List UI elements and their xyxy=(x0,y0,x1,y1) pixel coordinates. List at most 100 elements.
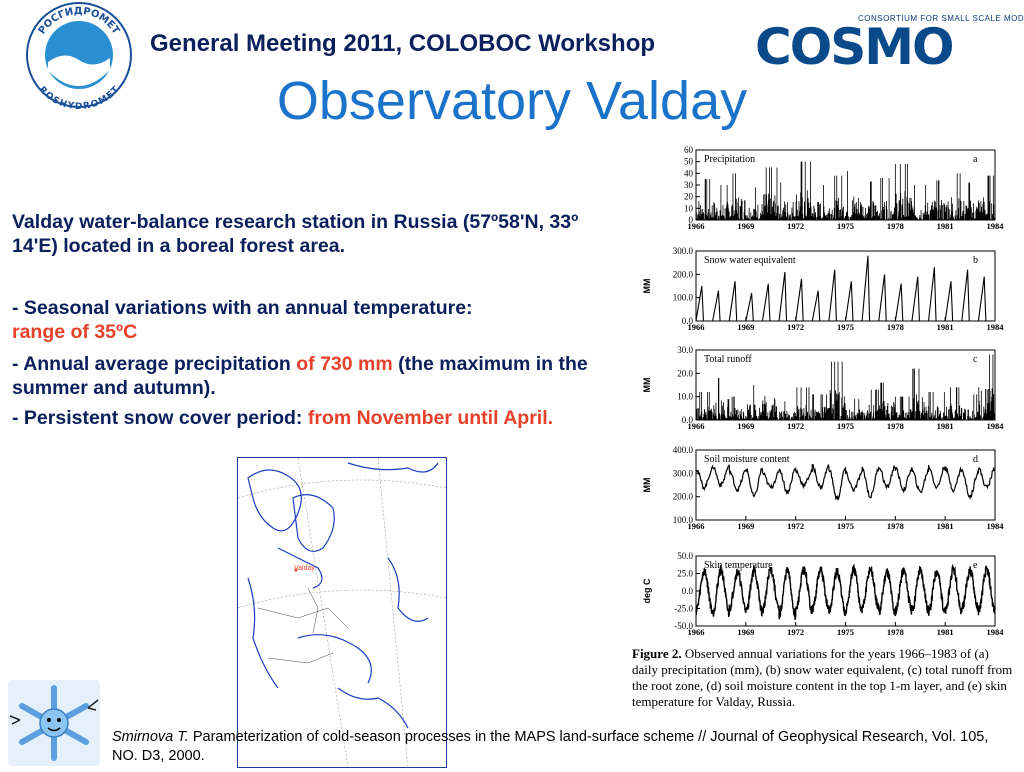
map-valday-label: Valday xyxy=(294,565,315,572)
bullet-snow-text: - Persistent snow cover period: xyxy=(12,407,308,429)
series-a xyxy=(695,161,995,220)
xtick-label-b-5: 1981 xyxy=(937,322,954,332)
series-line-e xyxy=(695,563,996,620)
map-drawing: Valday xyxy=(237,457,447,768)
xtick-label-b-2: 1972 xyxy=(787,322,804,332)
ytick-label-b-3: 0.0 xyxy=(682,316,694,326)
xtick-label-e-5: 1981 xyxy=(937,627,954,637)
series-b xyxy=(695,255,987,322)
ytick-label-c-3: 0.0 xyxy=(682,415,694,425)
xtick-label-d-2: 1972 xyxy=(787,521,804,531)
ytick-label-e-2: 0.0 xyxy=(682,586,694,596)
reference-author: Smirnova T. xyxy=(112,729,189,745)
bullet-snow-highlight: from November until April. xyxy=(307,407,554,429)
ytick-label-b-1: 200.0 xyxy=(673,269,694,279)
xtick-label-b-3: 1975 xyxy=(837,322,854,332)
intro-text: Valday water-balance research station in… xyxy=(12,211,579,257)
xtick-label-a-2: 1972 xyxy=(787,221,804,231)
ytick-label-c-2: 10.0 xyxy=(677,392,693,402)
xtick-label-b-1: 1969 xyxy=(737,322,754,332)
ytick-label-e-3: -25.0 xyxy=(674,604,693,614)
chart-title-d: Soil moisture content xyxy=(704,454,790,465)
ytick-label-c-1: 20.0 xyxy=(677,368,693,378)
bullet-snow: - Persistent snow cover period: from Nov… xyxy=(12,406,612,430)
ytick-label-a-2: 40 xyxy=(684,168,694,178)
chart-panel-letter-a: a xyxy=(973,154,978,165)
xtick-label-d-1: 1969 xyxy=(737,521,754,531)
figure-caption: Figure 2. Observed annual variations for… xyxy=(632,646,1016,710)
cosmo-logo: COSMO xyxy=(755,18,954,76)
xtick-label-a-3: 1975 xyxy=(837,221,854,231)
series-line-b xyxy=(695,255,987,322)
snowflake-mascot-icon xyxy=(8,680,100,766)
ytick-label-d-2: 200.0 xyxy=(673,492,694,502)
xtick-label-c-3: 1975 xyxy=(837,421,854,431)
xtick-label-e-6: 1984 xyxy=(987,627,1005,637)
xtick-label-d-0: 1966 xyxy=(688,521,705,531)
bullet-precipitation-highlight: of 730 mm xyxy=(296,353,393,375)
ytick-label-d-3: 100.0 xyxy=(673,515,694,525)
xtick-label-b-4: 1978 xyxy=(887,322,904,332)
europe-map: Valday xyxy=(237,457,447,768)
ytick-label-a-0: 60 xyxy=(684,145,694,155)
chart-panel-letter-b: b xyxy=(973,255,978,266)
ytick-label-a-5: 10 xyxy=(684,203,694,213)
chart-title-e: Skin temperature xyxy=(704,560,773,571)
ytick-label-e-1: 25.0 xyxy=(677,569,693,579)
series-d xyxy=(695,463,996,501)
xtick-label-e-3: 1975 xyxy=(837,627,854,637)
xtick-label-e-4: 1978 xyxy=(887,627,904,637)
chart-title-a: Precipitation xyxy=(704,154,755,165)
chart-panel-letter-d: d xyxy=(973,454,978,465)
xtick-label-e-2: 1972 xyxy=(787,627,804,637)
bullet-precipitation-text: - Annual average precipitation xyxy=(12,353,297,375)
series-e xyxy=(695,563,996,620)
xtick-label-c-6: 1984 xyxy=(987,421,1005,431)
xtick-label-c-5: 1981 xyxy=(937,421,954,431)
ytick-label-b-0: 300.0 xyxy=(673,246,694,256)
xtick-label-d-3: 1975 xyxy=(837,521,854,531)
xtick-label-a-1: 1969 xyxy=(737,221,754,231)
page-title: Observatory Valday xyxy=(276,71,748,131)
xtick-label-e-0: 1966 xyxy=(688,627,705,637)
chart-panel-letter-e: e xyxy=(973,560,978,571)
ylabel-e: deg C xyxy=(642,578,652,604)
cosmo-tagline: CONSORTIUM FOR SMALL SCALE MODELING xyxy=(858,14,1024,23)
bullet-temperature-text: - Seasonal variations with an annual tem… xyxy=(12,297,473,319)
ytick-label-a-4: 20 xyxy=(684,192,694,202)
xtick-label-d-6: 1984 xyxy=(987,521,1005,531)
ylabel-b: MM xyxy=(642,279,652,294)
bullet-precipitation: - Annual average precipitation of 730 mm… xyxy=(12,352,612,400)
chart-panel-letter-c: c xyxy=(973,354,978,365)
ytick-label-a-3: 30 xyxy=(684,180,694,190)
xtick-label-a-4: 1978 xyxy=(887,221,904,231)
ytick-label-b-2: 100.0 xyxy=(673,293,694,303)
series-line-c xyxy=(695,354,995,420)
ytick-label-d-1: 300.0 xyxy=(673,468,694,478)
xtick-label-d-4: 1978 xyxy=(887,521,904,531)
xtick-label-e-1: 1969 xyxy=(737,627,754,637)
xtick-label-c-4: 1978 xyxy=(887,421,904,431)
ytick-label-a-6: 0 xyxy=(689,215,694,225)
ytick-label-c-0: 30.0 xyxy=(677,345,693,355)
ytick-label-e-4: -50.0 xyxy=(674,621,693,631)
xtick-label-c-2: 1972 xyxy=(787,421,804,431)
xtick-label-c-0: 1966 xyxy=(688,421,705,431)
reference-text: Parameterization of cold-season processe… xyxy=(112,729,989,764)
chart-title-b: Snow water equivalent xyxy=(704,255,796,266)
series-line-a xyxy=(695,161,995,220)
ylabel-d: MM xyxy=(642,478,652,493)
ytick-label-e-0: 50.0 xyxy=(677,551,693,561)
ytick-label-a-1: 50 xyxy=(684,157,694,167)
figure-caption-text: Observed annual variations for the years… xyxy=(632,646,1013,709)
xtick-label-a-0: 1966 xyxy=(688,221,705,231)
xtick-label-b-6: 1984 xyxy=(987,322,1005,332)
bullet-temperature-highlight: range of 35ºC xyxy=(12,321,138,343)
chart-title-c: Total runoff xyxy=(704,354,752,365)
ytick-label-d-0: 400.0 xyxy=(673,445,694,455)
